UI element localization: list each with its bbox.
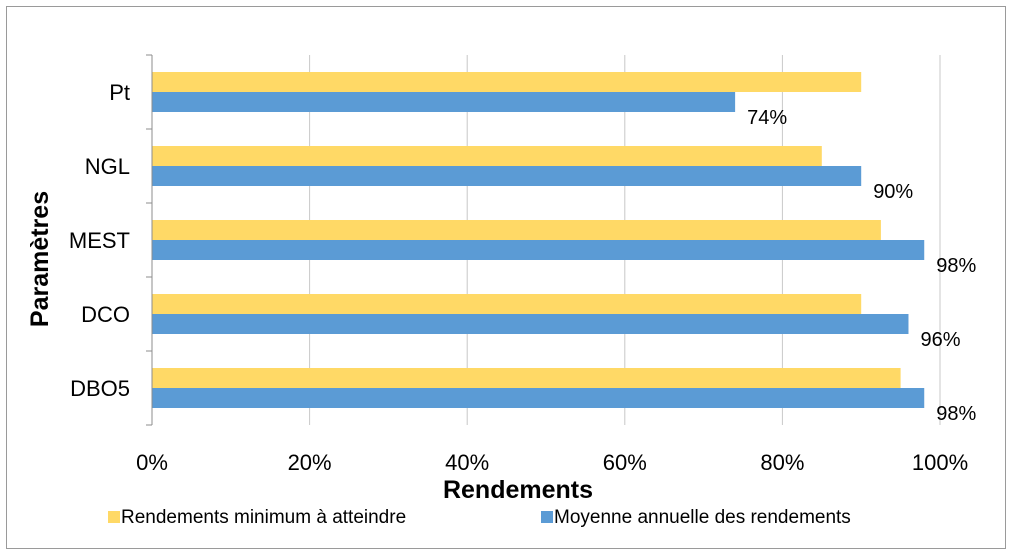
- data-label: 96%: [920, 329, 960, 351]
- x-tick-label: 80%: [760, 450, 804, 475]
- bar-minimum: [152, 72, 862, 92]
- y-axis-title: Paramètres: [26, 191, 54, 327]
- legend-label: Rendements minimum à atteindre: [121, 507, 406, 528]
- data-label: 90%: [873, 181, 913, 203]
- legend: Rendements minimum à atteindre Moyenne an…: [108, 507, 851, 528]
- x-tick-label: 100%: [912, 450, 968, 475]
- bar-moyenne: [152, 166, 862, 186]
- axes: [146, 54, 153, 426]
- bar-moyenne: [152, 314, 909, 334]
- data-label: 98%: [936, 255, 976, 277]
- category-label: Pt: [109, 80, 130, 105]
- bar-minimum: [152, 294, 862, 314]
- bar-minimum: [152, 368, 901, 388]
- labels: 0% 20% 40% 60% 80% 100% Pt 74% NGL 90% MEST 98% DCO 9…: [69, 80, 977, 475]
- bars: [152, 72, 925, 408]
- bar-minimum: [152, 146, 822, 166]
- x-tick-label: 40%: [445, 450, 489, 475]
- category-label: NGL: [85, 154, 130, 179]
- x-tick-label: 0%: [136, 450, 168, 475]
- x-tick-label: 20%: [288, 450, 332, 475]
- bar-minimum: [152, 220, 881, 240]
- legend-label: Moyenne annuelle des rendements: [554, 507, 851, 528]
- x-axis-title: Rendements: [443, 476, 593, 504]
- x-tick-label: 60%: [603, 450, 647, 475]
- bar-moyenne: [152, 240, 925, 260]
- category-label: DCO: [81, 302, 130, 327]
- bar-moyenne: [152, 388, 925, 408]
- legend-swatch: [108, 511, 120, 523]
- data-label: 98%: [936, 403, 976, 425]
- category-label: MEST: [69, 228, 130, 253]
- category-label: DBO5: [70, 376, 130, 401]
- legend-swatch: [541, 511, 553, 523]
- bar-moyenne: [152, 92, 736, 112]
- data-label: 74%: [747, 107, 787, 129]
